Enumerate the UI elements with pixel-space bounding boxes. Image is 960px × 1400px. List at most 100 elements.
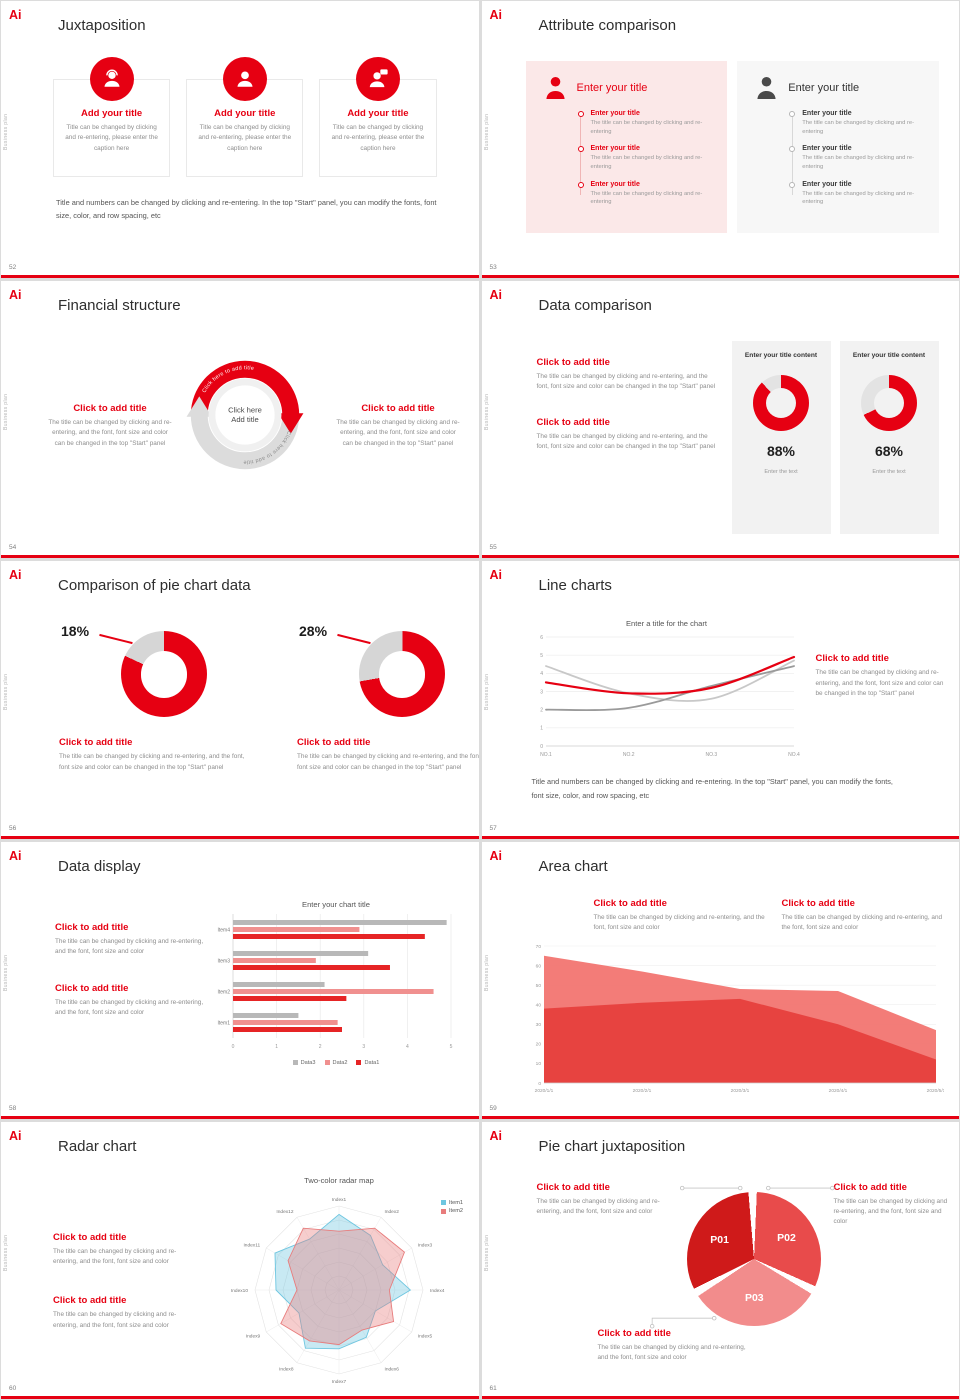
slide-title: Area chart [538,857,608,875]
donut-hole [765,388,797,419]
svg-text:2: 2 [319,1044,322,1050]
bottom-accent-bar [1,1396,479,1399]
brand-logo: Ai [489,8,503,22]
percent-label: 68% [874,443,904,460]
slide-number: 55 [489,544,497,552]
block-text: The title can be changed by clicking and… [336,419,460,447]
slide-title: Line charts [538,577,612,595]
svg-text:Index2: Index2 [385,1209,400,1215]
panel-header: Enter your title [751,75,929,100]
donut-hole [378,651,426,698]
slide-55-data-comparison[interactable]: Ai Business plan Data comparison Click t… [481,281,959,559]
percent-label: 18% [61,623,90,640]
timeline-list: Enter your title The title can be change… [789,110,929,207]
pie-slice-label: P03 [744,1291,764,1304]
slide-title: Financial structure [58,297,181,315]
slide-title: Juxtaposition [58,17,146,34]
slide-60-radar-chart[interactable]: Ai Business plan Radar chart Click to ad… [1,1121,479,1399]
slide-footer-text: Title and numbers can be changed by clic… [56,198,437,220]
list-item: Enter your title The title can be change… [577,145,718,171]
slide-56-pie-comparison[interactable]: Ai Business plan Comparison of pie chart… [1,561,479,839]
slide-57-line-charts[interactable]: Ai Business plan Line charts Enter a tit… [481,561,959,839]
svg-text:3: 3 [540,690,543,696]
list-item: Enter your title The title can be change… [789,181,929,207]
text-block: Click to add title The title can be chan… [55,983,205,1019]
item-caption: The title can be changed by clicking and… [802,155,915,171]
svg-text:2020/4/1: 2020/4/1 [828,1088,847,1094]
donut-hole [873,388,905,419]
block-title: Click to add title [597,1327,671,1339]
block-text: The title can be changed by clicking and… [53,1247,177,1266]
text-block: Click to add title The title can be chan… [816,653,944,699]
slide-title: Radar chart [58,1137,137,1155]
block-text: The title can be changed by clicking and… [48,419,172,447]
item-title: Enter your title [590,145,640,153]
item-caption: The title can be changed by clicking and… [590,155,703,171]
block-title: Click to add title [53,1231,127,1243]
side-vertical-text: Business plan [483,1234,490,1271]
slide-54-financial-structure[interactable]: Ai Business plan Financial structure Cli… [1,281,479,559]
text-block: Click to add title The title can be chan… [594,898,766,934]
svg-text:Index8: Index8 [279,1366,294,1372]
block-title: Click to add title [833,1181,907,1193]
comparison-panels: Enter your title Enter your title The ti… [525,61,939,233]
comparison-panel-left: Enter your title Enter your title The ti… [525,61,728,233]
card-footer: Enter the text [872,469,906,476]
feature-card: Add your title Title can be changed by c… [319,57,437,177]
svg-text:NO.3: NO.3 [705,752,717,758]
svg-text:Index7: Index7 [332,1379,347,1385]
svg-text:Index3: Index3 [418,1242,433,1248]
stat-card: Enter your title content 88% Enter the t… [731,341,831,535]
side-vertical-text: Business plan [3,954,9,991]
list-item: Enter your title The title can be change… [577,110,718,136]
brand-logo: Ai [489,568,503,583]
svg-text:3: 3 [362,1044,365,1050]
bottom-accent-bar [1,275,479,279]
item-caption: The title can be changed by clicking and… [590,190,703,206]
svg-text:70: 70 [535,943,541,949]
slide-58-data-display[interactable]: Ai Business plan Data display Click to a… [1,841,479,1119]
svg-text:6: 6 [540,635,543,641]
text-blocks: Click to add title The title can be chan… [55,922,205,1045]
svg-text:Index6: Index6 [385,1366,400,1372]
svg-text:Index9: Index9 [246,1333,261,1339]
slide-52-juxtaposition[interactable]: Ai Business plan Juxtaposition Add your … [1,1,479,279]
arrow-head-gray [186,396,212,417]
svg-text:2020/5/1: 2020/5/1 [926,1088,943,1094]
list-item: Enter your title The title can be change… [789,145,929,171]
svg-text:0: 0 [538,1080,541,1086]
item-title: Enter your title [802,110,852,117]
text-block: Click to add title The title can be chan… [55,922,205,958]
slide-59-area-chart[interactable]: Ai Business plan Area chart Click to add… [481,841,959,1119]
svg-text:2020/2/1: 2020/2/1 [632,1088,651,1094]
block-title: Click to add title [815,653,889,665]
svg-text:Item1: Item1 [217,1020,230,1026]
block-text: The title can be changed by clicking and… [536,373,716,391]
slide-number: 60 [9,1385,17,1392]
donut-area: 18% [59,619,255,731]
text-block-left: Click to add title The title can be chan… [47,403,173,449]
chart-area: Enter a title for the chart 0 1 2 3 4 5 6 NO.1 N… [532,619,802,759]
slide-title: Attribute comparison [538,17,677,34]
svg-text:Item2: Item2 [217,989,230,995]
svg-text:Item4: Item4 [217,927,230,933]
bottom-accent-bar [1,835,479,839]
slide-53-attribute-comparison[interactable]: Ai Business plan Attribute comparison En… [481,1,959,279]
block-title: Click to add title [781,897,855,909]
slide-title: Data display [58,857,141,875]
panel-title: Enter your title [788,81,860,94]
block-title: Click to add title [297,737,371,749]
line-chart: 0 1 2 3 4 5 6 NO.1 NO.2 NO.3 NO.4 [532,631,802,759]
card-header: Enter your title content [852,352,926,360]
side-vertical-text: Business plan [3,113,9,150]
slide-title: Comparison of pie chart data [58,577,251,595]
block-title: Click to add title [536,357,610,369]
slide-61-pie-juxtaposition[interactable]: Ai Business plan Pie chart juxtaposition… [481,1121,959,1399]
brand-logo: Ai [489,288,503,303]
svg-text:Index5: Index5 [418,1333,433,1339]
person-icon [545,76,565,99]
stat-card: Enter your title content 68% Enter the t… [839,341,939,535]
donut-column: 18% Click to add title The title can be … [59,619,255,773]
svg-text:Index11: Index11 [243,1242,260,1248]
